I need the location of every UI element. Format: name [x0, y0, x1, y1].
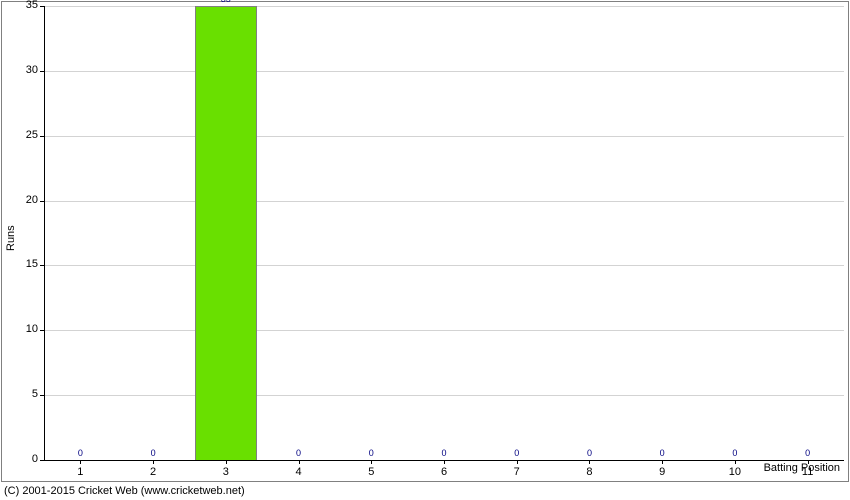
- y-tick-label: 30: [26, 64, 38, 76]
- bar: [195, 6, 257, 460]
- x-tick-label: 2: [143, 466, 163, 478]
- footer-text: (C) 2001-2015 Cricket Web (www.cricketwe…: [4, 485, 245, 497]
- x-tick-label: 3: [216, 466, 236, 478]
- x-tick-label: 1: [70, 466, 90, 478]
- bar-value-label: 0: [65, 448, 95, 458]
- x-tick-label: 4: [289, 466, 309, 478]
- y-axis-label: Runs: [5, 221, 17, 251]
- gridline-horizontal: [44, 71, 844, 72]
- x-tick-label: 11: [798, 466, 818, 478]
- y-tick-label: 5: [32, 388, 38, 400]
- y-tick-label: 20: [26, 194, 38, 206]
- gridline-horizontal: [44, 6, 844, 7]
- y-tick-label: 25: [26, 129, 38, 141]
- gridline-horizontal: [44, 395, 844, 396]
- gridline-horizontal: [44, 330, 844, 331]
- bar-value-label: 0: [574, 448, 604, 458]
- bar-value-label: 0: [284, 448, 314, 458]
- x-axis-line: [44, 460, 844, 461]
- bar-value-label: 0: [793, 448, 823, 458]
- x-tick-label: 5: [361, 466, 381, 478]
- bar-value-label: 0: [647, 448, 677, 458]
- gridline-horizontal: [44, 201, 844, 202]
- y-tick-label: 0: [32, 453, 38, 465]
- bar-value-label: 0: [502, 448, 532, 458]
- x-tick-label: 6: [434, 466, 454, 478]
- y-tick-label: 35: [26, 0, 38, 11]
- x-tick-label: 10: [725, 466, 745, 478]
- x-tick-label: 7: [507, 466, 527, 478]
- bar-value-label: 0: [138, 448, 168, 458]
- bar-value-label: 0: [356, 448, 386, 458]
- y-tick-label: 15: [26, 258, 38, 270]
- bar-value-label: 35: [211, 0, 241, 4]
- y-axis-line: [44, 6, 45, 460]
- gridline-horizontal: [44, 136, 844, 137]
- y-tick-label: 10: [26, 323, 38, 335]
- chart-container: Runs Batting Position (C) 2001-2015 Cric…: [0, 0, 850, 500]
- x-tick-label: 8: [579, 466, 599, 478]
- gridline-horizontal: [44, 265, 844, 266]
- bar-value-label: 0: [720, 448, 750, 458]
- plot-area: [44, 6, 844, 460]
- bar-value-label: 0: [429, 448, 459, 458]
- x-tick-label: 9: [652, 466, 672, 478]
